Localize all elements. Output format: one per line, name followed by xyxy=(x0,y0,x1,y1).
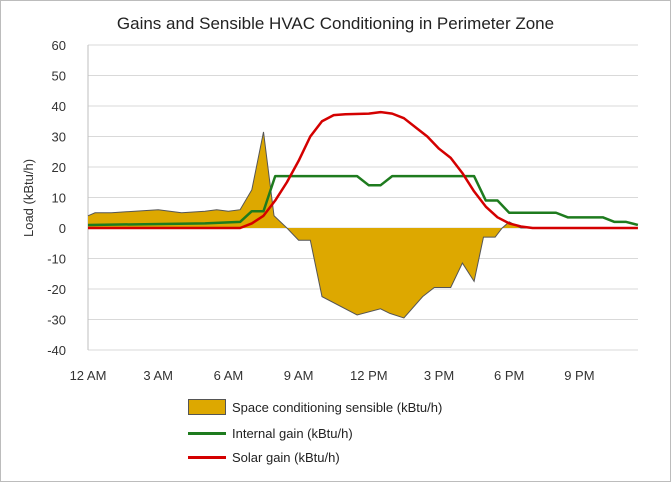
chart-title: Gains and Sensible HVAC Conditioning in … xyxy=(116,14,555,33)
x-tick-label: 3 AM xyxy=(143,368,173,383)
line-series-2 xyxy=(88,110,638,230)
legend-label: Internal gain (kBtu/h) xyxy=(232,426,353,441)
area-series-outline xyxy=(87,131,638,319)
x-tick-label: 3 PM xyxy=(424,368,454,383)
y-tick-label: 0 xyxy=(59,221,66,236)
y-tick-label: 50 xyxy=(52,69,66,84)
area-series xyxy=(88,131,638,318)
legend-item-solar-gain: Solar gain (kBtu/h) xyxy=(188,450,340,465)
y-axis-label: Load (kBtu/h) xyxy=(21,159,36,237)
legend-label: Space conditioning sensible (kBtu/h) xyxy=(232,399,443,415)
y-tick-label: 40 xyxy=(52,99,66,114)
legend-swatch-area xyxy=(188,399,226,415)
x-tick-label: 9 PM xyxy=(564,368,594,383)
legend-label: Solar gain (kBtu/h) xyxy=(232,450,340,465)
legend-item-internal-gain: Internal gain (kBtu/h) xyxy=(188,426,353,441)
y-tick-label: -10 xyxy=(47,252,66,267)
x-tick-label: 12 PM xyxy=(350,368,388,383)
y-tick-label: -40 xyxy=(47,343,66,358)
legend-swatch-line xyxy=(188,432,226,435)
y-tick-label: 60 xyxy=(52,38,66,53)
x-tick-label: 12 AM xyxy=(70,368,107,383)
x-tick-label: 9 AM xyxy=(284,368,314,383)
line-series-1 xyxy=(87,174,639,227)
y-tick-label: 10 xyxy=(52,191,66,206)
y-tick-label: 20 xyxy=(52,160,66,175)
x-tick-label: 6 AM xyxy=(214,368,244,383)
legend-item-space-conditioning: Space conditioning sensible (kBtu/h) xyxy=(188,399,442,415)
legend-swatch-line xyxy=(188,456,226,459)
y-tick-label: -30 xyxy=(47,313,66,328)
y-tick-label: 30 xyxy=(52,130,66,145)
x-tick-label: 6 PM xyxy=(494,368,524,383)
y-tick-label: -20 xyxy=(47,282,66,297)
